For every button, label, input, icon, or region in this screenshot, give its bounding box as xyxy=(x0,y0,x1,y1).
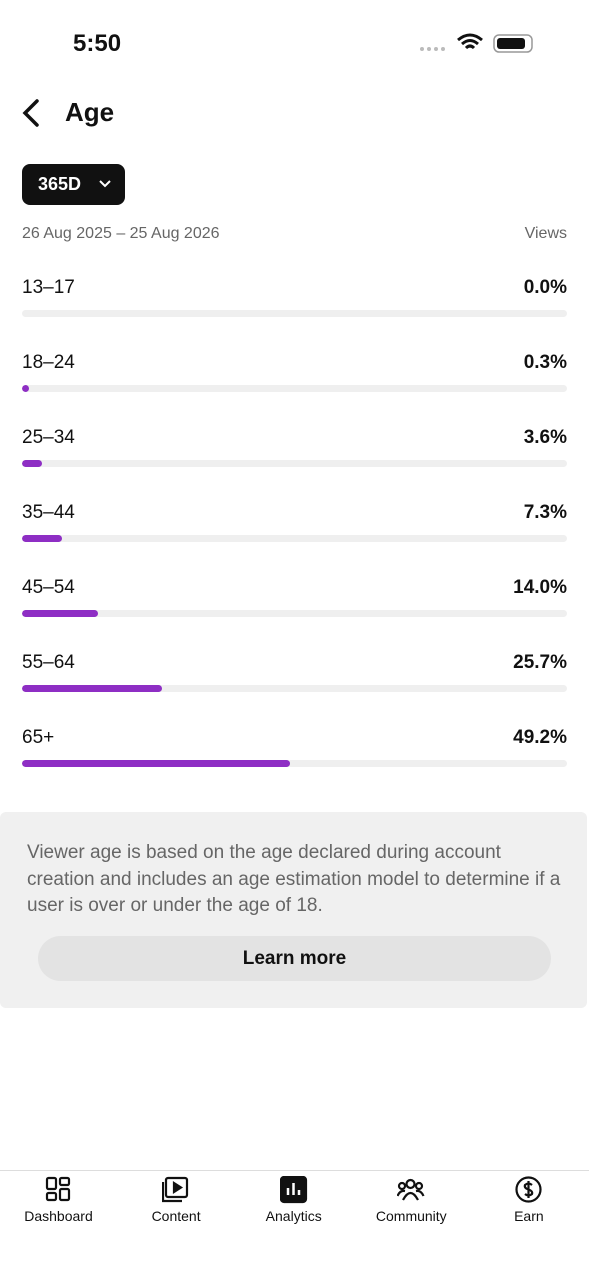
bar xyxy=(22,535,62,542)
age-label: 35–44 xyxy=(22,502,75,523)
nav-icon xyxy=(515,1176,542,1203)
metric-label: Views xyxy=(524,225,567,242)
age-label: 65+ xyxy=(22,727,55,748)
bar-track xyxy=(22,460,567,467)
bar xyxy=(22,610,99,617)
nav-item[interactable]: Earn xyxy=(470,1176,587,1224)
nav-label: Community xyxy=(375,1208,447,1224)
bar xyxy=(22,460,42,467)
nav-item[interactable]: Analytics xyxy=(235,1176,352,1224)
value-label: 0.3% xyxy=(523,352,567,373)
status-time: 5:50 xyxy=(73,30,122,57)
bar-track xyxy=(22,535,567,542)
value-label: 25.7% xyxy=(513,652,567,673)
learn-more-button[interactable]: Learn more xyxy=(38,936,551,981)
nav-item[interactable]: Content xyxy=(118,1176,235,1224)
nav-icon xyxy=(397,1178,425,1201)
back-button[interactable] xyxy=(20,98,44,128)
info-text: Viewer age is based on the age declared … xyxy=(27,842,561,916)
age-label: 55–64 xyxy=(22,652,75,673)
nav-label: Analytics xyxy=(265,1208,322,1224)
period-filter[interactable]: 365D xyxy=(22,164,125,205)
nav-label: Earn xyxy=(514,1208,544,1224)
value-label: 3.6% xyxy=(523,427,567,448)
nav-item[interactable]: Community xyxy=(353,1176,470,1224)
filter-label: 365D xyxy=(38,174,82,194)
bar-track xyxy=(22,385,567,392)
bar-track xyxy=(22,760,567,767)
age-label: 45–54 xyxy=(22,577,75,598)
value-label: 49.2% xyxy=(513,727,567,748)
status-icons xyxy=(420,33,533,53)
bar-track xyxy=(22,310,567,317)
nav-label: Content xyxy=(151,1208,201,1224)
value-label: 0.0% xyxy=(523,277,567,298)
nav-label: Dashboard xyxy=(24,1208,93,1224)
age-label: 18–24 xyxy=(22,352,75,373)
value-label: 14.0% xyxy=(513,577,567,598)
nav-item[interactable]: Dashboard xyxy=(0,1176,117,1224)
bar xyxy=(22,760,291,767)
value-label: 7.3% xyxy=(523,502,567,523)
info-box: Viewer age is based on the age declared … xyxy=(0,812,587,1008)
bar-track xyxy=(22,610,567,617)
nav-divider xyxy=(0,1170,589,1171)
nav-icon xyxy=(162,1176,189,1203)
bar xyxy=(22,385,29,392)
age-label: 25–34 xyxy=(22,427,75,448)
page-title: Age xyxy=(65,97,115,127)
nav-icon xyxy=(279,1176,307,1204)
bar xyxy=(22,685,163,692)
bar-track xyxy=(22,685,567,692)
age-label: 13–17 xyxy=(22,277,75,298)
date-range: 26 Aug 2025 – 25 Aug 2026 xyxy=(22,225,220,242)
nav-icon xyxy=(45,1176,70,1202)
